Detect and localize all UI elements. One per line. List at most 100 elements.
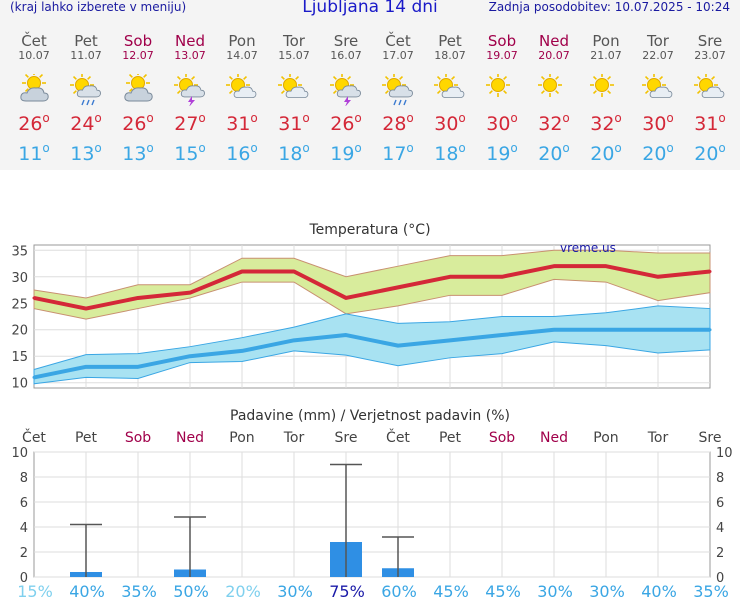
min-temperature: 19o	[486, 141, 518, 165]
temperature-tick-label: 25	[11, 297, 28, 312]
min-temperature: 13o	[122, 141, 154, 165]
min-temperature-point	[604, 328, 608, 332]
precipitation-tick-label-right: 6	[716, 496, 724, 511]
min-temperature-point	[84, 365, 88, 369]
temperature-tick-label: 20	[11, 324, 28, 339]
precipitation-probability-label: 40%	[69, 582, 105, 600]
sun-icon	[485, 73, 519, 104]
max-temperature: 32o	[590, 111, 622, 135]
precipitation-day-label: Čet	[22, 428, 46, 446]
day-header: Sre 23.07	[684, 32, 736, 62]
precipitation-probability-label: 30%	[277, 582, 313, 600]
max-temperature-point	[84, 307, 88, 311]
precipitation-probability-label: 30%	[537, 582, 573, 600]
day-name: Sre	[333, 32, 359, 50]
min-temperature: 15o	[174, 141, 206, 165]
day-header: Čet 10.07	[8, 32, 60, 62]
day-header: Pet 11.07	[60, 32, 112, 62]
precipitation-day-label: Tor	[647, 430, 669, 446]
max-temperature: 26o	[18, 111, 50, 135]
sun-cloud-rain-icon	[381, 73, 415, 106]
day-date: 13.07	[174, 49, 206, 62]
sun-cloud-icon	[693, 73, 727, 104]
precipitation-day-label: Čet	[386, 428, 410, 446]
precipitation-day-label: Ned	[176, 430, 204, 446]
day-name: Čet	[21, 32, 47, 50]
temperature-tick-label: 35	[11, 244, 28, 259]
day-header: Tor 15.07	[268, 32, 320, 62]
max-temperature-line	[33, 264, 711, 311]
day-name: Sob	[487, 32, 517, 50]
max-temperature-point	[500, 275, 504, 279]
max-temperature: 32o	[538, 111, 570, 135]
precipitation-day-label: Ned	[540, 430, 568, 446]
precipitation-probability-label: 30%	[589, 582, 625, 600]
day-date: 15.07	[278, 49, 310, 62]
day-name: Tor	[647, 32, 669, 50]
max-temperature-point	[292, 269, 296, 273]
temperature-tick-label: 30	[11, 271, 28, 286]
sun-cloud-icon	[225, 73, 259, 104]
cloudy-sun-icon	[121, 71, 155, 104]
precipitation-tick-label-right: 0	[716, 571, 724, 586]
day-header: Pon 21.07	[580, 32, 632, 62]
day-header: Pet 18.07	[424, 32, 476, 62]
precipitation-tick-label-left: 0	[20, 571, 28, 586]
cloudy-sun-icon	[17, 71, 51, 104]
day-header: Ned 20.07	[528, 32, 580, 62]
min-temperature-point	[240, 349, 244, 353]
min-temperature: 18o	[434, 141, 466, 165]
min-temperature-point	[448, 338, 452, 342]
min-temperature: 11o	[18, 141, 50, 165]
max-temperature: 31o	[694, 111, 726, 135]
precipitation-day-label: Pon	[229, 430, 254, 446]
max-temperature-point	[136, 296, 140, 300]
precipitation-tick-label-left: 6	[20, 496, 28, 511]
sun-cloud-icon	[277, 73, 311, 104]
sun-icon	[537, 73, 571, 104]
day-header: Sob 19.07	[476, 32, 528, 62]
precipitation-day-label: Pet	[75, 430, 98, 446]
max-temperature: 30o	[434, 111, 466, 135]
precipitation-probability-label: 45%	[485, 582, 521, 600]
day-date: 16.07	[330, 49, 362, 62]
day-name: Sob	[123, 32, 153, 50]
precipitation-tick-label-left: 8	[20, 471, 28, 486]
max-temperature: 27o	[174, 111, 206, 135]
precipitation-probability-label: 15%	[17, 582, 53, 600]
sun-cloud-rain-icon	[69, 73, 103, 106]
day-date: 23.07	[694, 49, 726, 62]
precipitation-tick-label-left: 2	[20, 546, 28, 561]
precipitation-day-label: Sob	[489, 430, 515, 446]
max-temperature-point	[604, 264, 608, 268]
precipitation-probability-label: 20%	[225, 582, 261, 600]
temperature-tick-label: 10	[11, 377, 28, 392]
max-temperature-point	[344, 296, 348, 300]
page-title: Ljubljana 14 dni	[302, 0, 438, 17]
min-temperature: 17o	[382, 141, 414, 165]
min-temperature-point	[188, 354, 192, 358]
last-updated: Zadnja posodobitev: 10.07.2025 - 10:24	[488, 0, 730, 14]
day-date: 17.07	[382, 49, 414, 62]
day-date: 10.07	[18, 49, 50, 62]
precipitation-probability-label: 45%	[433, 582, 469, 600]
day-name: Ned	[539, 32, 569, 50]
min-temperature-band	[33, 305, 711, 385]
day-header: Pon 14.07	[216, 32, 268, 62]
day-name: Ned	[175, 32, 205, 50]
min-temperature-point	[344, 333, 348, 337]
max-temperature-point	[656, 275, 660, 279]
precipitation-probability-label: 60%	[381, 582, 417, 600]
precipitation-tick-label-right: 10	[716, 446, 733, 461]
precipitation-day-label: Pet	[439, 430, 462, 446]
min-temperature-point	[32, 375, 36, 379]
max-temperature-point	[188, 291, 192, 295]
min-temperature: 18o	[278, 141, 310, 165]
day-name: Pet	[74, 32, 98, 50]
day-header: Sre 16.07	[320, 32, 372, 62]
max-temperature: 26o	[330, 111, 362, 135]
day-date: 18.07	[434, 49, 466, 62]
min-temperature-point	[292, 338, 296, 342]
day-date: 11.07	[70, 49, 102, 62]
